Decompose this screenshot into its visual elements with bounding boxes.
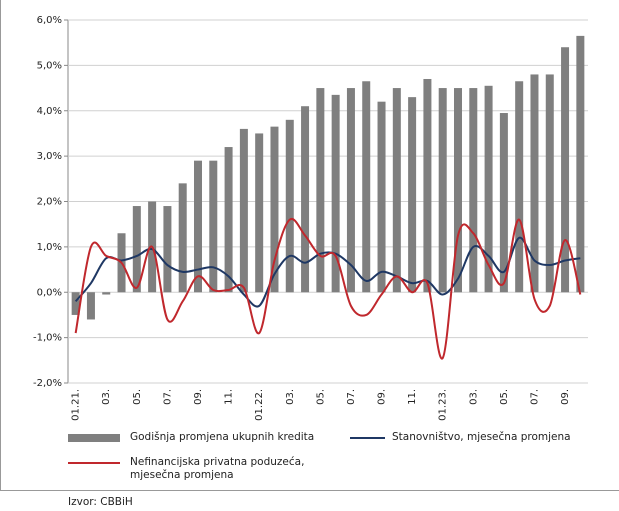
bar [408,97,417,293]
bar [454,88,462,293]
bar [102,292,111,295]
bar [515,81,524,293]
x-tick-label: 01.23. [438,389,449,421]
x-tick-label: 05. [132,389,143,405]
bar [530,74,539,293]
x-tick-label: 07. [162,389,173,405]
legend-swatch [68,434,120,442]
y-tick-label: 0,0% [37,287,62,298]
x-tick-label: 01.22. [254,389,265,421]
bar [392,88,401,293]
x-tick-label: 09. [377,389,388,405]
bar [71,292,80,315]
y-tick-label: 2,0% [37,197,62,208]
bar [438,88,447,293]
bar [576,35,585,293]
legend-label: Nefinancijska privatna poduzeća, mjesečn… [130,456,305,481]
bar [331,94,340,293]
bar [545,74,554,293]
y-tick-label: 1,0% [37,242,62,253]
x-tick-label: 03. [468,389,479,405]
bar [499,113,508,293]
bar [132,206,141,293]
y-tick-label: -1,0% [33,333,62,344]
legend-label: Godišnja promjena ukupnih kredita [130,431,315,443]
y-tick-label: 4,0% [37,106,62,117]
x-tick-label: 09. [193,389,204,405]
bar [377,101,386,293]
x-tick-label: 09. [560,389,571,405]
y-tick-label: -2,0% [33,378,62,389]
x-tick-label: 03. [285,389,296,405]
bar [285,119,294,293]
x-tick-label: 03. [101,389,112,405]
x-tick-label: 05. [315,389,326,405]
bar [270,126,279,293]
y-tick-label: 6,0% [37,15,62,26]
bar [224,147,233,293]
y-tick-label: 3,0% [37,151,62,162]
y-tick-label: 5,0% [37,60,62,71]
x-tick-label: 01.21. [71,389,82,421]
bar [178,183,187,293]
bar [346,88,355,293]
bar [316,88,325,293]
source: Izvor: CBBiH [68,496,133,508]
bar [209,160,218,293]
x-tick-label: 07. [346,389,357,405]
legend-label: Stanovništvo, mjesečna promjena [392,431,571,443]
bar [561,47,570,293]
bar [255,133,264,293]
line [74,236,581,308]
bar [469,88,478,293]
x-tick-label: 07. [529,389,540,405]
bar [194,160,202,293]
line [74,217,582,360]
x-tick-label: 05. [499,389,510,405]
bar [301,106,310,293]
bar [423,78,432,293]
x-tick-label: 11. [407,389,418,405]
bar [239,128,248,293]
x-tick-label: 11. [224,389,235,405]
bar [86,292,95,320]
bar [484,85,493,293]
bar [163,206,172,293]
bar [362,81,371,293]
